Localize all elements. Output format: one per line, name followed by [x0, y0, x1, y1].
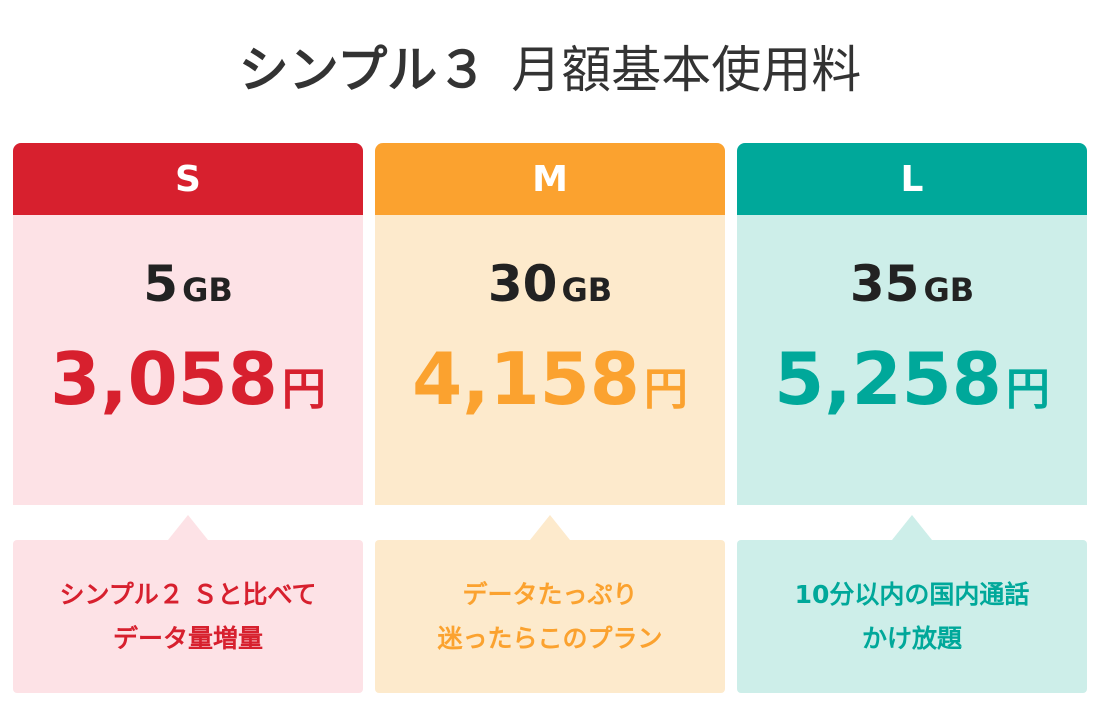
plan-note: データたっぷり 迷ったらこのプラン — [375, 540, 725, 693]
title-sub: 月額基本使用料 — [511, 41, 862, 99]
plan-card: L 35 GB 5,258円 10分以内の国内通話 かけ放題 — [737, 143, 1087, 693]
plan-body: 35 GB 5,258円 — [737, 215, 1087, 505]
plan-price: 3,058円 — [13, 337, 363, 421]
price-amount: 4,158 — [412, 337, 640, 421]
price-unit: 円 — [1005, 364, 1050, 415]
price-amount: 3,058 — [50, 337, 278, 421]
note-line: 10分以内の国内通話 — [794, 579, 1030, 609]
data-unit: GB — [182, 271, 233, 309]
note-line: データたっぷり — [462, 579, 638, 609]
data-unit: GB — [923, 271, 975, 309]
plan-data: 5 GB — [13, 215, 363, 313]
note-line: かけ放題 — [861, 623, 962, 653]
plan-data: 35 GB — [737, 215, 1087, 313]
plan-name: S — [13, 143, 363, 215]
plan-data: 30 GB — [375, 215, 725, 313]
data-amount: 30 — [487, 255, 558, 313]
data-amount: 5 — [143, 255, 179, 313]
note-line: 迷ったらこのプラン — [437, 623, 663, 653]
title: シンプル３ 月額基本使用料 — [0, 30, 1100, 102]
plan-name: L — [737, 143, 1087, 215]
plan-price: 5,258円 — [737, 337, 1087, 421]
plan-name: M — [375, 143, 725, 215]
plan-card: S 5 GB 3,058円 シンプル２ Ｓと比べて データ量増量 — [13, 143, 363, 693]
plan-body: 5 GB 3,058円 — [13, 215, 363, 505]
data-unit: GB — [561, 271, 613, 309]
plan-body: 30 GB 4,158円 — [375, 215, 725, 505]
price-amount: 5,258 — [774, 337, 1002, 421]
price-unit: 円 — [643, 364, 688, 415]
plan-price: 4,158円 — [375, 337, 725, 421]
note-line: シンプル２ Ｓと比べて — [59, 579, 317, 609]
plan-note: 10分以内の国内通話 かけ放題 — [737, 540, 1087, 693]
note-pointer — [168, 515, 208, 540]
data-amount: 35 — [849, 255, 920, 313]
price-unit: 円 — [281, 364, 326, 415]
note-pointer — [892, 515, 932, 540]
plan-card: M 30 GB 4,158円 データたっぷり 迷ったらこのプラン — [375, 143, 725, 693]
plan-note: シンプル２ Ｓと比べて データ量増量 — [13, 540, 363, 693]
note-line: データ量増量 — [112, 623, 263, 653]
title-main: シンプル３ — [238, 41, 488, 99]
note-pointer — [530, 515, 570, 540]
